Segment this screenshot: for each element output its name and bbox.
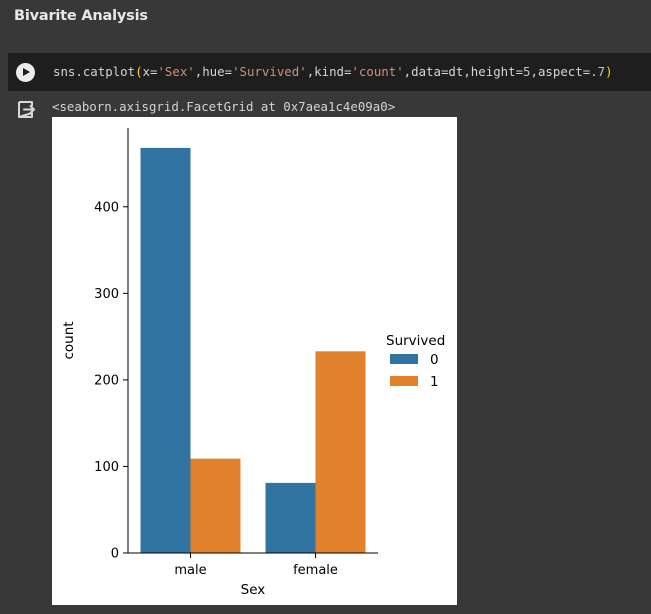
x-axis-label: Sex bbox=[241, 582, 266, 598]
legend-label-0: 0 bbox=[430, 352, 439, 368]
code-token: sns.catplot bbox=[53, 64, 136, 79]
code-token: 5 bbox=[523, 64, 531, 79]
code-token: .7 bbox=[590, 64, 606, 79]
code-token: ,data=dt,height= bbox=[403, 64, 524, 79]
legend-swatch-1 bbox=[390, 376, 418, 386]
y-tick-label: 400 bbox=[94, 200, 119, 215]
count-bar-chart: 0 100 200 300 400 male female Sex count Survived 0… bbox=[61, 128, 445, 598]
code-token: 'count' bbox=[351, 64, 404, 79]
cell-output-text: <seaborn.axisgrid.FacetGrid at 0x7aea1c4… bbox=[52, 99, 396, 114]
code-token: ) bbox=[605, 64, 613, 79]
y-tick-label: 300 bbox=[94, 287, 119, 302]
bar-female-survived-0 bbox=[265, 482, 316, 553]
legend-label-1: 1 bbox=[430, 374, 439, 390]
bar-male-survived-0 bbox=[140, 147, 191, 553]
x-tick-label: female bbox=[293, 563, 338, 578]
legend-swatch-0 bbox=[390, 354, 418, 364]
catplot-figure: 0 100 200 300 400 male female Sex count Survived 0… bbox=[52, 117, 457, 605]
x-tick-label: male bbox=[174, 563, 206, 578]
code-cell[interactable]: sns.catplot(x='Sex',hue='Survived',kind=… bbox=[8, 53, 651, 91]
code-token: x= bbox=[142, 64, 158, 79]
run-cell-button[interactable] bbox=[16, 63, 35, 82]
code-token: ,kind= bbox=[306, 64, 352, 79]
bar-male-survived-1 bbox=[190, 458, 241, 553]
code-token: ,hue= bbox=[194, 64, 233, 79]
section-title: Bivarite Analysis bbox=[14, 8, 148, 24]
y-tick-label: 200 bbox=[94, 373, 119, 388]
code-token: 'Survived' bbox=[232, 64, 307, 79]
output-toggle-icon[interactable] bbox=[17, 100, 36, 119]
y-tick-label: 100 bbox=[94, 460, 119, 475]
bar-female-survived-1 bbox=[315, 351, 366, 553]
legend-title: Survived bbox=[386, 333, 445, 349]
code-token: ( bbox=[135, 64, 143, 79]
y-tick-label: 0 bbox=[111, 547, 119, 562]
code-token: 'Sex' bbox=[157, 64, 195, 79]
y-axis-label: count bbox=[61, 321, 77, 359]
code-token: ,aspect= bbox=[530, 64, 591, 79]
code-editor-line[interactable]: sns.catplot(x='Sex',hue='Survived',kind=… bbox=[53, 64, 613, 79]
